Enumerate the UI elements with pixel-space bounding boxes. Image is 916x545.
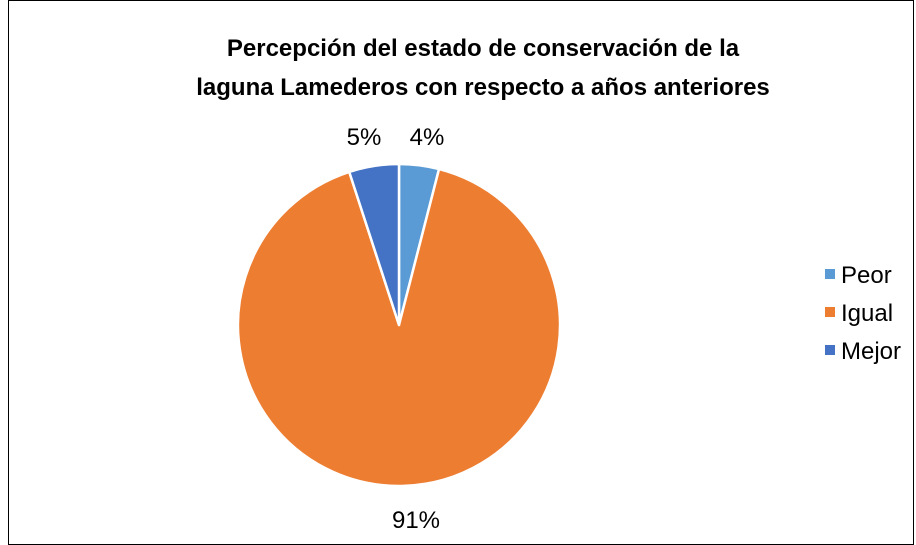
legend-swatch-igual [825, 307, 835, 317]
chart-area: Percepción del estado de conservación de… [8, 0, 914, 545]
legend-label-igual: Igual [841, 300, 893, 327]
data-label-igual: 91% [392, 507, 440, 534]
legend-swatch-peor [825, 269, 835, 279]
data-label-peor: 4% [410, 124, 445, 151]
pie-slice-mejor [347, 162, 401, 327]
data-labels: 4% 91% 5% [347, 124, 445, 534]
legend-swatch-mejor [825, 345, 835, 355]
pie-chart: Percepción del estado de conservación de… [196, 35, 901, 534]
legend-label-peor: Peor [841, 262, 892, 289]
pie-slices [236, 162, 562, 488]
pie-slice-igual [236, 167, 562, 488]
legend-label-mejor: Mejor [841, 338, 901, 365]
legend: Peor Igual Mejor [825, 262, 901, 365]
chart-title-line-2: laguna Lamederos con respecto a años ant… [196, 74, 770, 101]
chart-title-line-1: Percepción del estado de conservación de… [227, 35, 740, 62]
data-label-mejor: 5% [347, 124, 382, 151]
